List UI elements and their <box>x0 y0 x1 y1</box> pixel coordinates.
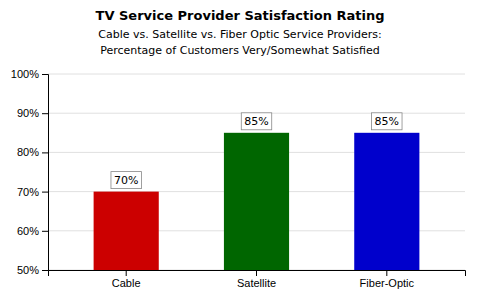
bars <box>94 133 420 270</box>
data-label-text: 85% <box>244 115 268 128</box>
data-label-text: 85% <box>375 115 399 128</box>
x-axis: Cable Satellite Fiber-Optic <box>49 270 466 289</box>
tick: 90% <box>17 107 48 119</box>
bar <box>224 133 289 270</box>
tick-mark <box>42 74 48 75</box>
tick: 70% <box>17 186 48 198</box>
data-label: 70% <box>111 172 141 189</box>
title: TV Service Provider Satisfaction Rating <box>96 8 385 23</box>
data-label-text: 70% <box>114 174 138 187</box>
tick: Fiber-Optic <box>360 270 415 289</box>
grid <box>48 74 465 270</box>
tick-label: Cable <box>112 277 141 289</box>
tick-mark <box>42 113 48 114</box>
data-label: 85% <box>372 113 402 130</box>
tick-mark <box>42 270 48 271</box>
tick: 50% <box>17 264 48 276</box>
axis-line <box>49 271 466 277</box>
tick-label: 60% <box>17 225 39 237</box>
bar <box>354 133 419 270</box>
tick-label: 50% <box>17 264 39 276</box>
bar <box>94 192 159 270</box>
tick-label: 90% <box>17 107 39 119</box>
tick-label: Fiber-Optic <box>360 277 415 289</box>
tick-mark <box>256 270 257 276</box>
chart: TV Service Provider Satisfaction Rating C… <box>0 0 480 298</box>
tick: Satellite <box>237 270 276 289</box>
subtitle: Cable vs. Satellite vs. Fiber Optic Serv… <box>98 28 382 41</box>
tick-label: 100% <box>11 68 39 80</box>
grid-line <box>48 74 465 75</box>
y-axis: 50% 60% 70% 80% 90% 100% <box>11 68 49 276</box>
tick: 80% <box>17 146 48 158</box>
tick-label: Satellite <box>237 277 276 289</box>
tick-mark <box>42 231 48 232</box>
tick-label: 70% <box>17 186 39 198</box>
plot: 50% 60% 70% 80% 90% 100% Cable Satellite Fiber-O… <box>11 68 466 289</box>
axis-line <box>42 75 49 271</box>
label-box <box>372 113 402 130</box>
label-box <box>241 113 271 130</box>
tick: 60% <box>17 225 48 237</box>
tick: Cable <box>112 270 141 289</box>
tick: 100% <box>11 68 48 80</box>
label-box <box>111 172 141 189</box>
tick-mark <box>386 270 387 276</box>
subtitle: Percentage of Customers Very/Somewhat Sa… <box>100 44 380 57</box>
tick-mark <box>42 152 48 153</box>
tick-mark <box>126 270 127 276</box>
tick-mark <box>42 192 48 193</box>
data-label: 85% <box>241 113 271 130</box>
tick-label: 80% <box>17 146 39 158</box>
data-labels: 70% 85% 85% <box>111 113 402 189</box>
